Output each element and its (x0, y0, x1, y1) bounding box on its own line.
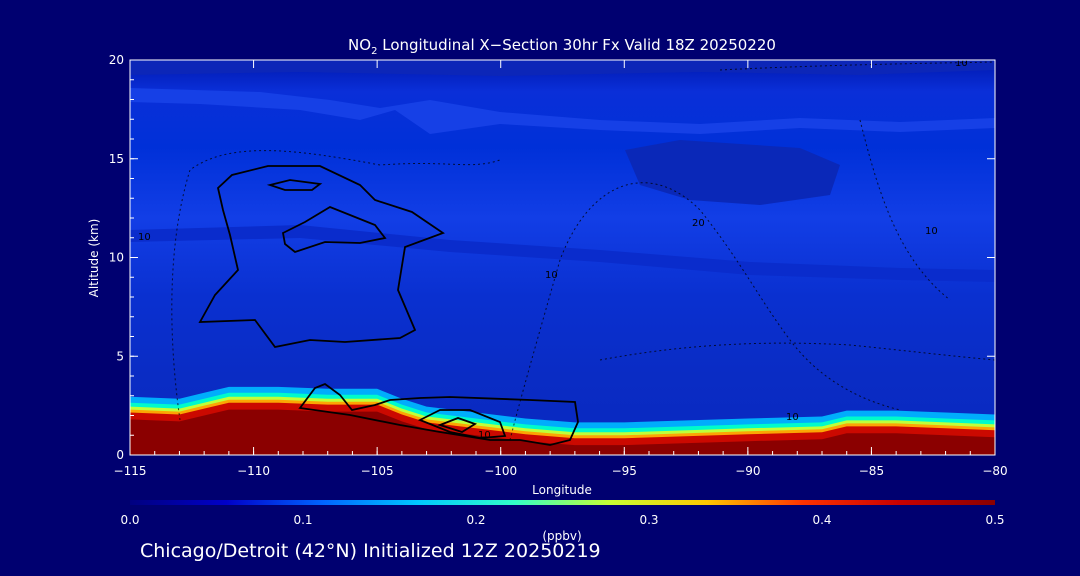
colorbar-tick-label: 0.0 (120, 513, 139, 527)
dotted-contours (171, 61, 995, 441)
colorbar (130, 500, 995, 505)
contour-label: 10 (955, 58, 968, 69)
contour-label: 10 (545, 270, 558, 281)
y-tick-label: 0 (116, 448, 124, 462)
chart-title: NO2 Longitudinal X−Section 30hr Fx Valid… (348, 36, 776, 57)
colorbar-unit-label: (ppbv) (542, 529, 581, 543)
contour-lower-inner (417, 409, 507, 439)
dotted-contour-2 (509, 182, 901, 441)
colorbar-tick-label: 0.1 (293, 513, 312, 527)
contour-upper-inner (281, 205, 387, 254)
x-tick-label: −100 (484, 464, 517, 478)
x-tick-label: −85 (859, 464, 884, 478)
x-tick-label: −115 (114, 464, 147, 478)
colorbar-tick-label: 0.5 (985, 513, 1004, 527)
contour-lower-big (298, 382, 579, 446)
colorbar-tick-label: 0.2 (466, 513, 485, 527)
contour-label: 10 (925, 226, 938, 237)
y-axis-label: Altitude (km) (87, 219, 101, 298)
mid-band (130, 225, 995, 282)
colorbar-ticks: 0.0 0.1 0.2 0.3 0.4 0.5 (120, 513, 1004, 527)
dotted-contour-1 (171, 150, 501, 421)
low-concentration-patch (625, 140, 840, 205)
dotted-contour-4 (719, 61, 995, 71)
y-axis: 0 5 10 15 20 (109, 53, 995, 462)
run-caption: Chicago/Detroit (42°N) Initialized 12Z 2… (140, 540, 601, 562)
contour-label: 10 (786, 412, 799, 423)
x-tick-label: −80 (982, 464, 1007, 478)
contour-lower-small (437, 417, 478, 433)
x-axis: −115 −110 −105 −100 −95 −90 −85 −80 (114, 60, 1008, 478)
x-tick-label: −90 (735, 464, 760, 478)
contour-upper-small (266, 179, 323, 191)
plot-area: 10 20 10 10 10 10 10 (130, 58, 995, 455)
y-tick-label: 10 (109, 251, 124, 265)
colorbar-tick-label: 0.4 (812, 513, 831, 527)
contour-labels: 10 20 10 10 10 10 10 (138, 58, 968, 441)
x-tick-label: −95 (612, 464, 637, 478)
dotted-contour-5 (859, 119, 951, 301)
colorbar-tick-label: 0.3 (639, 513, 658, 527)
terrain-high-concentration (130, 409, 995, 455)
contour-upper-outer (198, 165, 445, 348)
contour-label: 10 (138, 232, 151, 243)
x-tick-label: −110 (237, 464, 270, 478)
y-tick-label: 5 (116, 349, 124, 363)
x-axis-label: Longitude (532, 483, 592, 497)
contour-label: 10 (478, 430, 491, 441)
contour-label: 20 (692, 218, 705, 229)
x-tick-label: −105 (361, 464, 394, 478)
upper-dark-band (130, 60, 995, 76)
contour-lines (198, 165, 579, 446)
terrain-layer (130, 409, 995, 455)
y-tick-label: 20 (109, 53, 124, 67)
tropopause-band (130, 88, 995, 134)
y-tick-label: 15 (109, 152, 124, 166)
